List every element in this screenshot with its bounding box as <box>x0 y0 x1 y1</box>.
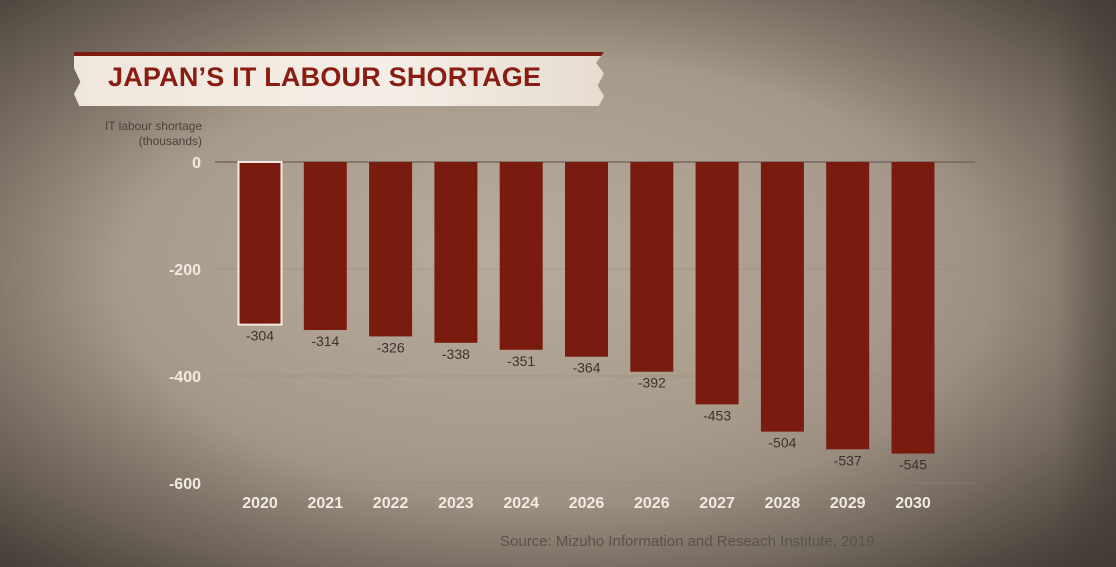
bar-2023 <box>434 162 478 343</box>
data-label: -545 <box>899 457 927 473</box>
x-tick-label: 2026 <box>569 495 605 512</box>
bar-2020 <box>237 161 283 326</box>
y-tick-label: -400 <box>169 369 201 386</box>
y-tick-label: -600 <box>169 476 201 493</box>
data-label: -351 <box>507 353 535 369</box>
bar-2026 <box>565 162 608 357</box>
x-tick-label: 2022 <box>373 495 409 512</box>
bar-2021 <box>303 162 347 330</box>
x-tick-label: 2023 <box>438 495 474 512</box>
y-tick-label: 0 <box>192 155 201 172</box>
bar-2022 <box>369 162 413 337</box>
x-tick-label: 2029 <box>830 495 866 512</box>
data-label: -504 <box>768 435 796 451</box>
data-label: -364 <box>572 360 600 376</box>
y-tick-label: -200 <box>169 262 201 279</box>
data-label: -304 <box>246 328 274 344</box>
x-tick-label: 2028 <box>765 495 801 512</box>
x-tick-label: 2030 <box>895 495 931 512</box>
data-label: -314 <box>311 333 339 349</box>
data-label: -453 <box>703 407 731 423</box>
y-axis-label: IT labour shortage (thousands) <box>104 119 202 148</box>
data-label: -537 <box>834 452 862 468</box>
x-tick-label: 2020 <box>242 495 278 512</box>
data-label: -392 <box>638 375 666 391</box>
data-label: -326 <box>377 339 405 355</box>
bar-2026 <box>630 162 674 372</box>
source-note: Source: Mizuho Information and Reseach I… <box>500 533 875 550</box>
background-side-strip <box>1058 0 1116 567</box>
data-label: -338 <box>442 346 470 362</box>
x-tick-label: 2021 <box>308 495 344 512</box>
x-tick-label: 2026 <box>634 495 670 512</box>
bar-2029 <box>826 162 870 450</box>
bar-2030 <box>891 162 935 454</box>
title-banner <box>74 52 604 106</box>
chart-title: JAPAN’S IT LABOUR SHORTAGE <box>108 62 542 92</box>
bar-2024 <box>499 162 543 350</box>
x-tick-label: 2027 <box>699 495 735 512</box>
bar-2028 <box>760 162 804 432</box>
bar-2027 <box>695 162 739 405</box>
x-tick-label: 2024 <box>503 495 539 512</box>
